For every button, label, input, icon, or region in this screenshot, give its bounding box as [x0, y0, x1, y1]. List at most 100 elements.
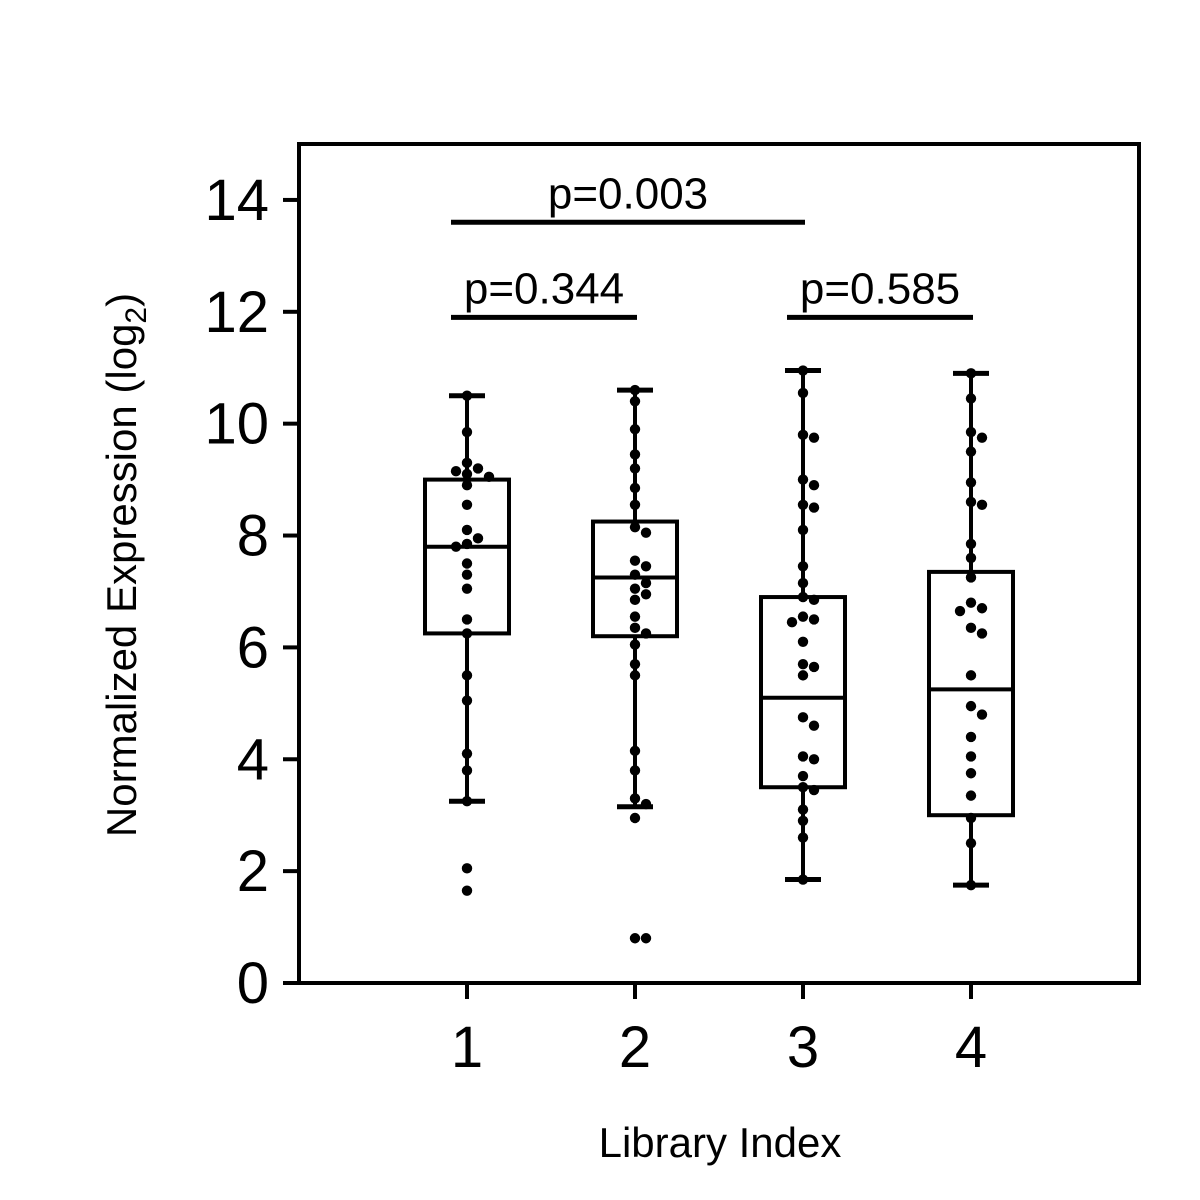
data-point	[629, 482, 641, 494]
data-point	[629, 793, 641, 804]
data-point	[629, 449, 641, 460]
data-point	[629, 463, 641, 474]
x-tick-label: 2	[619, 1015, 651, 1080]
data-point	[965, 393, 977, 404]
data-point	[797, 611, 809, 622]
box-iqr	[927, 569, 1015, 818]
comparison-1-3: p=0.003	[451, 169, 805, 225]
data-point	[976, 603, 988, 614]
data-point	[965, 477, 977, 488]
data-point	[629, 658, 641, 670]
data-point	[629, 639, 641, 650]
y-tick-label: 10	[204, 392, 269, 457]
data-point	[461, 796, 473, 807]
data-point	[965, 572, 977, 583]
data-point	[808, 661, 820, 673]
data-point	[808, 614, 820, 625]
data-point	[797, 782, 809, 793]
y-axis-title-close: )	[98, 293, 145, 307]
data-point	[629, 622, 641, 634]
data-point	[965, 768, 977, 779]
points-group-1	[450, 390, 495, 896]
data-point	[461, 499, 473, 510]
y-tick-label: 0	[237, 951, 269, 1016]
data-point	[461, 390, 473, 401]
y-tick-label: 8	[237, 504, 269, 569]
data-point	[965, 731, 977, 743]
data-point	[640, 527, 652, 538]
data-point	[629, 670, 641, 681]
data-point	[640, 798, 652, 810]
x-tick-label: 1	[451, 1015, 483, 1080]
data-point	[965, 670, 977, 681]
data-point	[461, 628, 473, 639]
comparison-3-4: p=0.585	[787, 264, 973, 320]
data-point	[461, 765, 473, 776]
data-point	[808, 720, 820, 731]
points-group-4	[954, 368, 988, 891]
x-tick-label: 3	[787, 1015, 819, 1080]
y-tick-label: 2	[237, 839, 269, 904]
data-point	[461, 614, 473, 625]
data-point	[797, 670, 809, 681]
y-axis-title-subscript: 2	[120, 307, 153, 324]
plot-area	[423, 365, 1015, 944]
data-point	[797, 804, 809, 815]
data-point	[797, 770, 809, 782]
data-point	[976, 432, 988, 443]
data-point	[965, 751, 977, 762]
data-point	[461, 457, 473, 469]
data-point	[808, 754, 820, 765]
data-point	[965, 538, 977, 550]
p-value-label: p=0.003	[548, 169, 708, 218]
data-point	[797, 365, 809, 376]
data-point	[965, 879, 977, 891]
data-point	[808, 479, 820, 491]
data-point	[808, 594, 820, 606]
data-point	[461, 863, 473, 874]
data-point	[472, 533, 484, 544]
data-point	[629, 611, 641, 622]
data-point	[629, 583, 641, 594]
data-point	[808, 502, 820, 513]
data-point	[461, 695, 473, 706]
y-tick-label: 6	[237, 615, 269, 680]
y-tick-label: 14	[204, 168, 269, 233]
data-point	[461, 670, 473, 681]
data-point	[450, 541, 462, 552]
data-point	[965, 790, 977, 801]
data-point	[965, 446, 977, 457]
p-value-label: p=0.344	[464, 264, 624, 313]
points-group-2	[629, 384, 652, 944]
data-point	[797, 387, 809, 399]
data-point	[640, 577, 652, 589]
data-point	[976, 709, 988, 720]
data-point	[808, 784, 820, 796]
data-point	[797, 712, 809, 723]
data-point	[797, 429, 809, 441]
data-point	[629, 933, 641, 944]
data-point	[629, 745, 641, 757]
p-value-label: p=0.585	[800, 264, 960, 313]
data-point	[640, 628, 652, 639]
data-point	[640, 933, 652, 944]
data-point	[461, 583, 473, 594]
data-point	[483, 471, 495, 483]
data-point	[797, 524, 809, 536]
y-axis-title-main: Normalized Expression (log	[98, 324, 145, 838]
comparison-1-2: p=0.344	[451, 264, 637, 320]
data-point	[965, 622, 977, 634]
y-tick-label: 4	[237, 727, 269, 792]
data-point	[461, 748, 473, 759]
data-point	[629, 555, 641, 566]
data-point	[965, 812, 977, 824]
data-point	[461, 426, 473, 438]
plot-frame	[297, 142, 1141, 985]
box-group-1	[423, 393, 511, 804]
data-point	[965, 496, 977, 508]
data-point	[797, 499, 809, 510]
data-point	[965, 552, 977, 564]
data-point	[797, 591, 809, 603]
